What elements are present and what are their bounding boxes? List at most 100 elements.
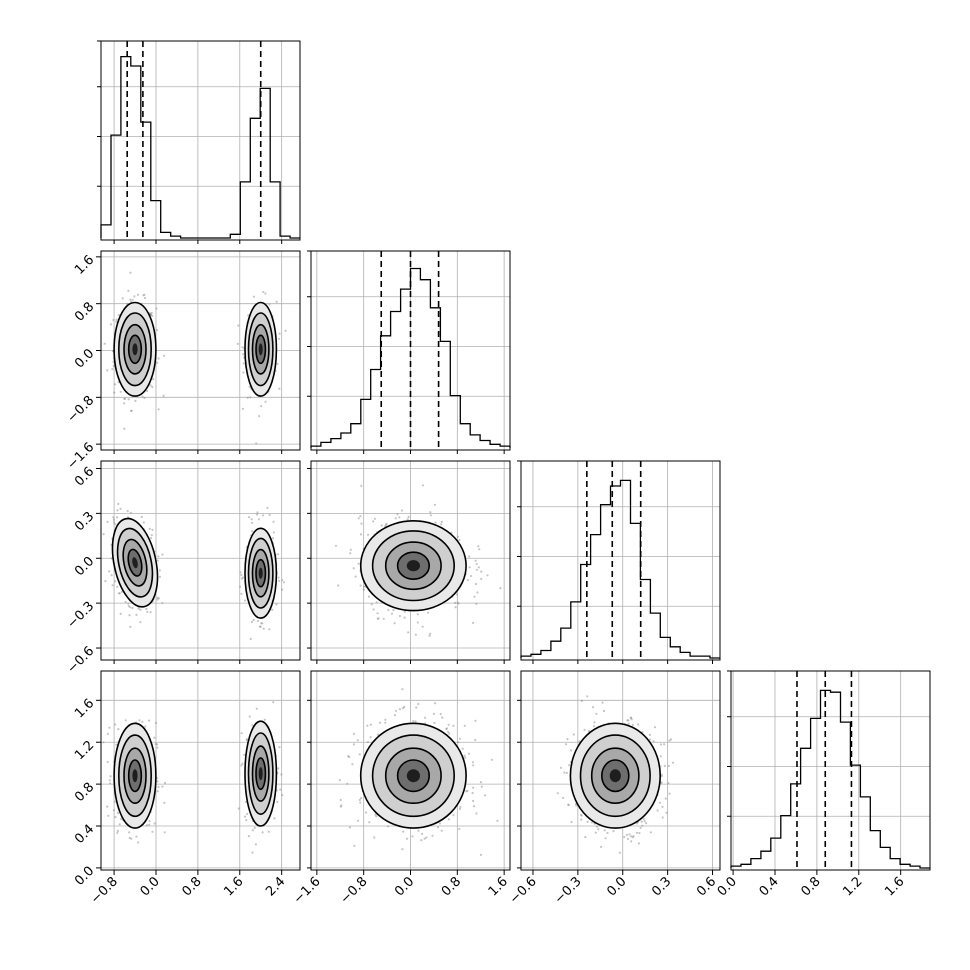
sample-point bbox=[249, 396, 252, 399]
sample-point bbox=[256, 511, 259, 514]
sample-point bbox=[586, 695, 589, 698]
sample-point bbox=[242, 576, 245, 579]
sample-point bbox=[261, 831, 264, 834]
sample-point bbox=[649, 738, 652, 741]
sample-point bbox=[457, 741, 460, 744]
sample-point bbox=[158, 575, 162, 578]
y-tick-label: −0.8 bbox=[64, 393, 97, 426]
sample-point bbox=[116, 811, 119, 815]
sample-point bbox=[661, 805, 664, 809]
sample-point bbox=[421, 832, 424, 836]
sample-point bbox=[601, 701, 604, 704]
sample-point bbox=[464, 756, 467, 759]
sample-point bbox=[593, 721, 596, 724]
sample-point bbox=[262, 514, 265, 517]
sample-point bbox=[267, 830, 270, 833]
sample-point bbox=[112, 521, 116, 524]
sample-point bbox=[115, 320, 118, 323]
panel-content bbox=[102, 502, 286, 641]
sample-point bbox=[639, 826, 642, 830]
sample-point bbox=[348, 826, 351, 829]
sample-point bbox=[563, 771, 566, 774]
contour-line bbox=[127, 759, 143, 793]
sample-point bbox=[594, 831, 597, 834]
sample-point bbox=[148, 823, 151, 826]
sample-point bbox=[135, 613, 138, 617]
sample-point bbox=[108, 570, 111, 573]
sample-point bbox=[379, 721, 382, 724]
sample-point bbox=[154, 721, 158, 725]
contour-line bbox=[247, 732, 274, 815]
sample-point bbox=[116, 516, 119, 519]
contour-line bbox=[123, 323, 147, 375]
sample-point bbox=[359, 801, 362, 804]
sample-point bbox=[116, 509, 119, 512]
sample-point bbox=[109, 323, 113, 326]
sample-point bbox=[271, 537, 275, 540]
sample-point bbox=[163, 781, 167, 785]
sample-point bbox=[146, 610, 149, 613]
sample-point bbox=[414, 720, 417, 723]
sample-point bbox=[479, 781, 482, 784]
sample-point bbox=[337, 584, 340, 587]
sample-point bbox=[478, 548, 481, 551]
sample-point bbox=[111, 368, 114, 371]
sample-point bbox=[129, 298, 132, 301]
sample-point bbox=[420, 839, 423, 842]
sample-point bbox=[463, 754, 466, 757]
sample-point bbox=[149, 611, 152, 614]
density-level bbox=[406, 769, 420, 783]
sample-point bbox=[120, 818, 123, 821]
sample-point bbox=[256, 619, 260, 623]
sample-point bbox=[150, 311, 153, 314]
sample-point bbox=[665, 811, 668, 814]
sample-point bbox=[352, 567, 355, 570]
sample-point bbox=[103, 342, 106, 345]
sample-point bbox=[635, 831, 639, 834]
sample-point bbox=[360, 522, 363, 525]
sample-point bbox=[99, 720, 101, 722]
contour-line bbox=[359, 519, 467, 612]
sample-point bbox=[236, 342, 239, 345]
sample-point bbox=[252, 295, 256, 298]
sample-point bbox=[394, 517, 397, 520]
sample-point bbox=[357, 562, 360, 565]
sample-point bbox=[454, 606, 457, 609]
scatter-panel: 0.00.40.81.21.6−0.8 0.0 0.8 1.6 2.4 bbox=[72, 670, 301, 907]
sample-point bbox=[240, 732, 243, 735]
sample-point bbox=[631, 836, 635, 839]
sample-point bbox=[358, 798, 361, 802]
sample-point bbox=[247, 314, 250, 317]
sample-point bbox=[131, 298, 134, 302]
y-tick-label: −0.6 bbox=[64, 644, 97, 677]
sample-point bbox=[273, 817, 276, 820]
sample-point bbox=[474, 719, 477, 722]
sample-point bbox=[373, 836, 376, 839]
sample-point bbox=[376, 617, 379, 620]
sample-point bbox=[659, 743, 663, 746]
sample-point bbox=[623, 835, 626, 839]
sample-point bbox=[114, 723, 117, 726]
y-tick-label: 1.6 bbox=[72, 253, 97, 278]
sample-point bbox=[406, 518, 409, 521]
sample-point bbox=[120, 590, 123, 594]
panel-frame bbox=[100, 40, 301, 241]
sample-point bbox=[108, 726, 111, 729]
sample-point bbox=[434, 521, 437, 524]
scatter-panel: −1.6 −0.8 0.0 0.8 1.6 bbox=[64, 250, 301, 473]
sample-point bbox=[352, 743, 356, 746]
sample-point bbox=[239, 571, 242, 574]
sample-point bbox=[140, 515, 143, 519]
sample-point bbox=[254, 843, 257, 846]
density-level bbox=[132, 343, 138, 356]
sample-point bbox=[156, 780, 159, 783]
sample-point bbox=[366, 740, 370, 744]
sample-point bbox=[156, 596, 159, 599]
sample-point bbox=[525, 799, 527, 801]
panel-content bbox=[338, 688, 527, 857]
sample-point bbox=[253, 826, 256, 830]
sample-point bbox=[133, 295, 136, 298]
sample-point bbox=[110, 574, 113, 577]
sample-point bbox=[240, 573, 243, 577]
sample-point bbox=[143, 293, 146, 296]
